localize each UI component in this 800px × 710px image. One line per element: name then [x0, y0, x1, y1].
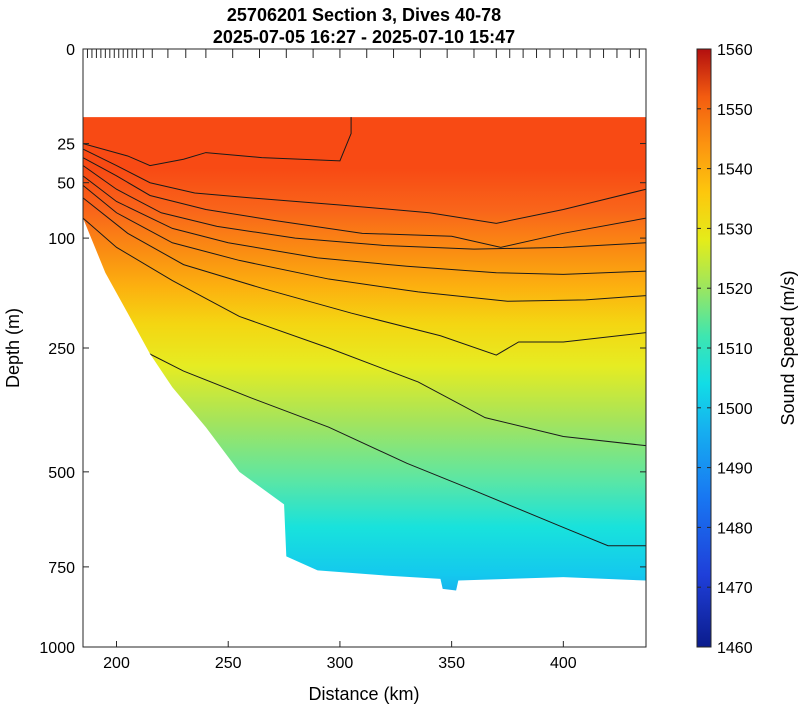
isoline-1510	[131, 344, 646, 547]
y-tick-label: 750	[48, 560, 75, 577]
isoline-1520	[83, 217, 646, 447]
chart-title-line-1: 25706201 Section 3, Dives 40-78	[227, 5, 501, 25]
isoline-1548	[83, 117, 352, 167]
y-axis: 0 25 50 100 250 500 750 1000	[39, 42, 646, 657]
x-tick-label: 350	[438, 655, 465, 672]
colorbar-ticks: 1460 1470 1480 1490 1500 1510 1520 1530 1540 1550…	[697, 42, 753, 657]
colorbar-tick-label: 1550	[717, 102, 753, 119]
isoline-1542	[83, 165, 646, 250]
y-tick-label: 250	[48, 341, 75, 358]
isoline-1546	[83, 148, 646, 224]
colorbar-tick-label: 1530	[717, 221, 753, 238]
y-tick-label: 100	[48, 231, 75, 248]
colorbar-tick-label: 1520	[717, 281, 753, 298]
x-axis: 200 250 300 350 400	[103, 641, 577, 672]
chart-title-line-2: 2025-07-05 16:27 - 2025-07-10 15:47	[213, 27, 515, 47]
y-axis-label: Depth (m)	[3, 308, 23, 388]
x-tick-label: 250	[215, 655, 242, 672]
y-tick-label: 1000	[39, 640, 75, 657]
colorbar-tick-label: 1470	[717, 580, 753, 597]
colorbar-tick-label: 1560	[717, 42, 753, 59]
isoline-group	[83, 117, 646, 547]
y-tick-label: 500	[48, 465, 75, 482]
x-axis-label: Distance (km)	[308, 684, 419, 704]
x-tick-label: 200	[103, 655, 130, 672]
colorbar: 1460 1470 1480 1490 1500 1510 1520 1530 1540 1550…	[696, 42, 753, 657]
y-tick-label: 25	[57, 137, 75, 154]
isoline-1530	[83, 197, 646, 356]
isoline-1535	[83, 184, 646, 302]
colorbar-tick-label: 1480	[717, 520, 753, 537]
x-tick-label: 300	[327, 655, 354, 672]
colorbar-label: Sound Speed (m/s)	[778, 270, 798, 425]
isoline-1544	[83, 157, 646, 248]
plot-area: 200 250 300 350 400 0 25 50 100 250 500 750 1000	[39, 42, 647, 672]
colorbar-tick-label: 1490	[717, 461, 753, 478]
y-tick-label: 0	[66, 42, 75, 59]
isoline-1540	[83, 175, 646, 275]
colorbar-tick-label: 1460	[717, 640, 753, 657]
colorbar-tick-label: 1510	[717, 341, 753, 358]
y-tick-label: 50	[57, 176, 75, 193]
x-tick-label: 400	[550, 655, 577, 672]
colorbar-tick-label: 1540	[717, 162, 753, 179]
dive-position-ticks	[86, 49, 640, 58]
colorbar-tick-label: 1500	[717, 401, 753, 418]
